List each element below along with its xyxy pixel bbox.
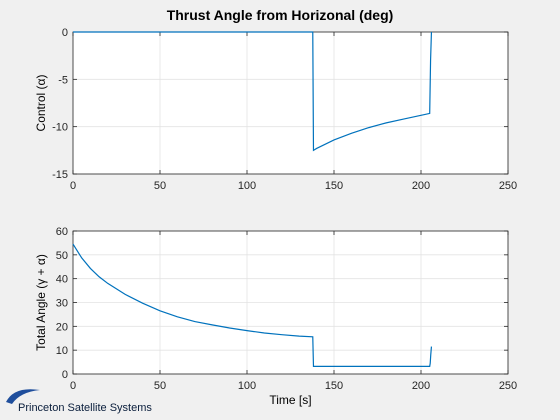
x-tick-label: 100 xyxy=(238,180,256,192)
x-tick-label: 250 xyxy=(499,180,517,192)
x-tick-label: 100 xyxy=(238,380,256,392)
orbit-swoosh-icon xyxy=(6,389,40,404)
x-tick-label: 250 xyxy=(499,380,517,392)
y-tick-label: 0 xyxy=(62,27,68,39)
y-tick-label: 60 xyxy=(56,226,68,238)
x-tick-label: 0 xyxy=(70,380,76,392)
y-axis-label: Control (α) xyxy=(34,75,48,132)
x-tick-label: 150 xyxy=(325,380,343,392)
x-tick-label: 50 xyxy=(154,380,166,392)
x-tick-label: 0 xyxy=(70,180,76,192)
x-tick-label: 200 xyxy=(412,180,430,192)
y-tick-label: 10 xyxy=(56,345,68,357)
figure-title: Thrust Angle from Horizonal (deg) xyxy=(167,7,394,23)
y-tick-label: -10 xyxy=(52,122,68,134)
x-tick-label: 200 xyxy=(412,380,430,392)
x-axis-label: Time [s] xyxy=(269,393,311,407)
y-tick-label: -5 xyxy=(58,74,68,86)
logo-text: Princeton Satellite Systems xyxy=(18,402,152,414)
y-tick-label: 40 xyxy=(56,274,68,286)
bottom-axes-total-angle: 0 50 100 150 200 250 0 10 20 30 40 50 60 Total Angle … xyxy=(34,226,517,407)
plot-area xyxy=(73,32,508,174)
y-tick-label: 50 xyxy=(56,250,68,262)
x-tick-label: 150 xyxy=(325,180,343,192)
princeton-satellite-systems-logo: Princeton Satellite Systems xyxy=(6,389,152,414)
y-tick-label: 0 xyxy=(62,369,68,381)
y-axis-label: Total Angle (γ + α) xyxy=(34,254,48,351)
y-tick-label: -15 xyxy=(52,169,68,181)
series-line xyxy=(72,243,433,367)
y-tick-label: 20 xyxy=(56,321,68,333)
y-tick-label: 30 xyxy=(56,298,68,310)
top-axes-control: 0 50 100 150 200 250 -15 -10 -5 0 Control (α) xyxy=(34,27,517,192)
series-line xyxy=(73,31,433,152)
x-tick-label: 50 xyxy=(154,180,166,192)
